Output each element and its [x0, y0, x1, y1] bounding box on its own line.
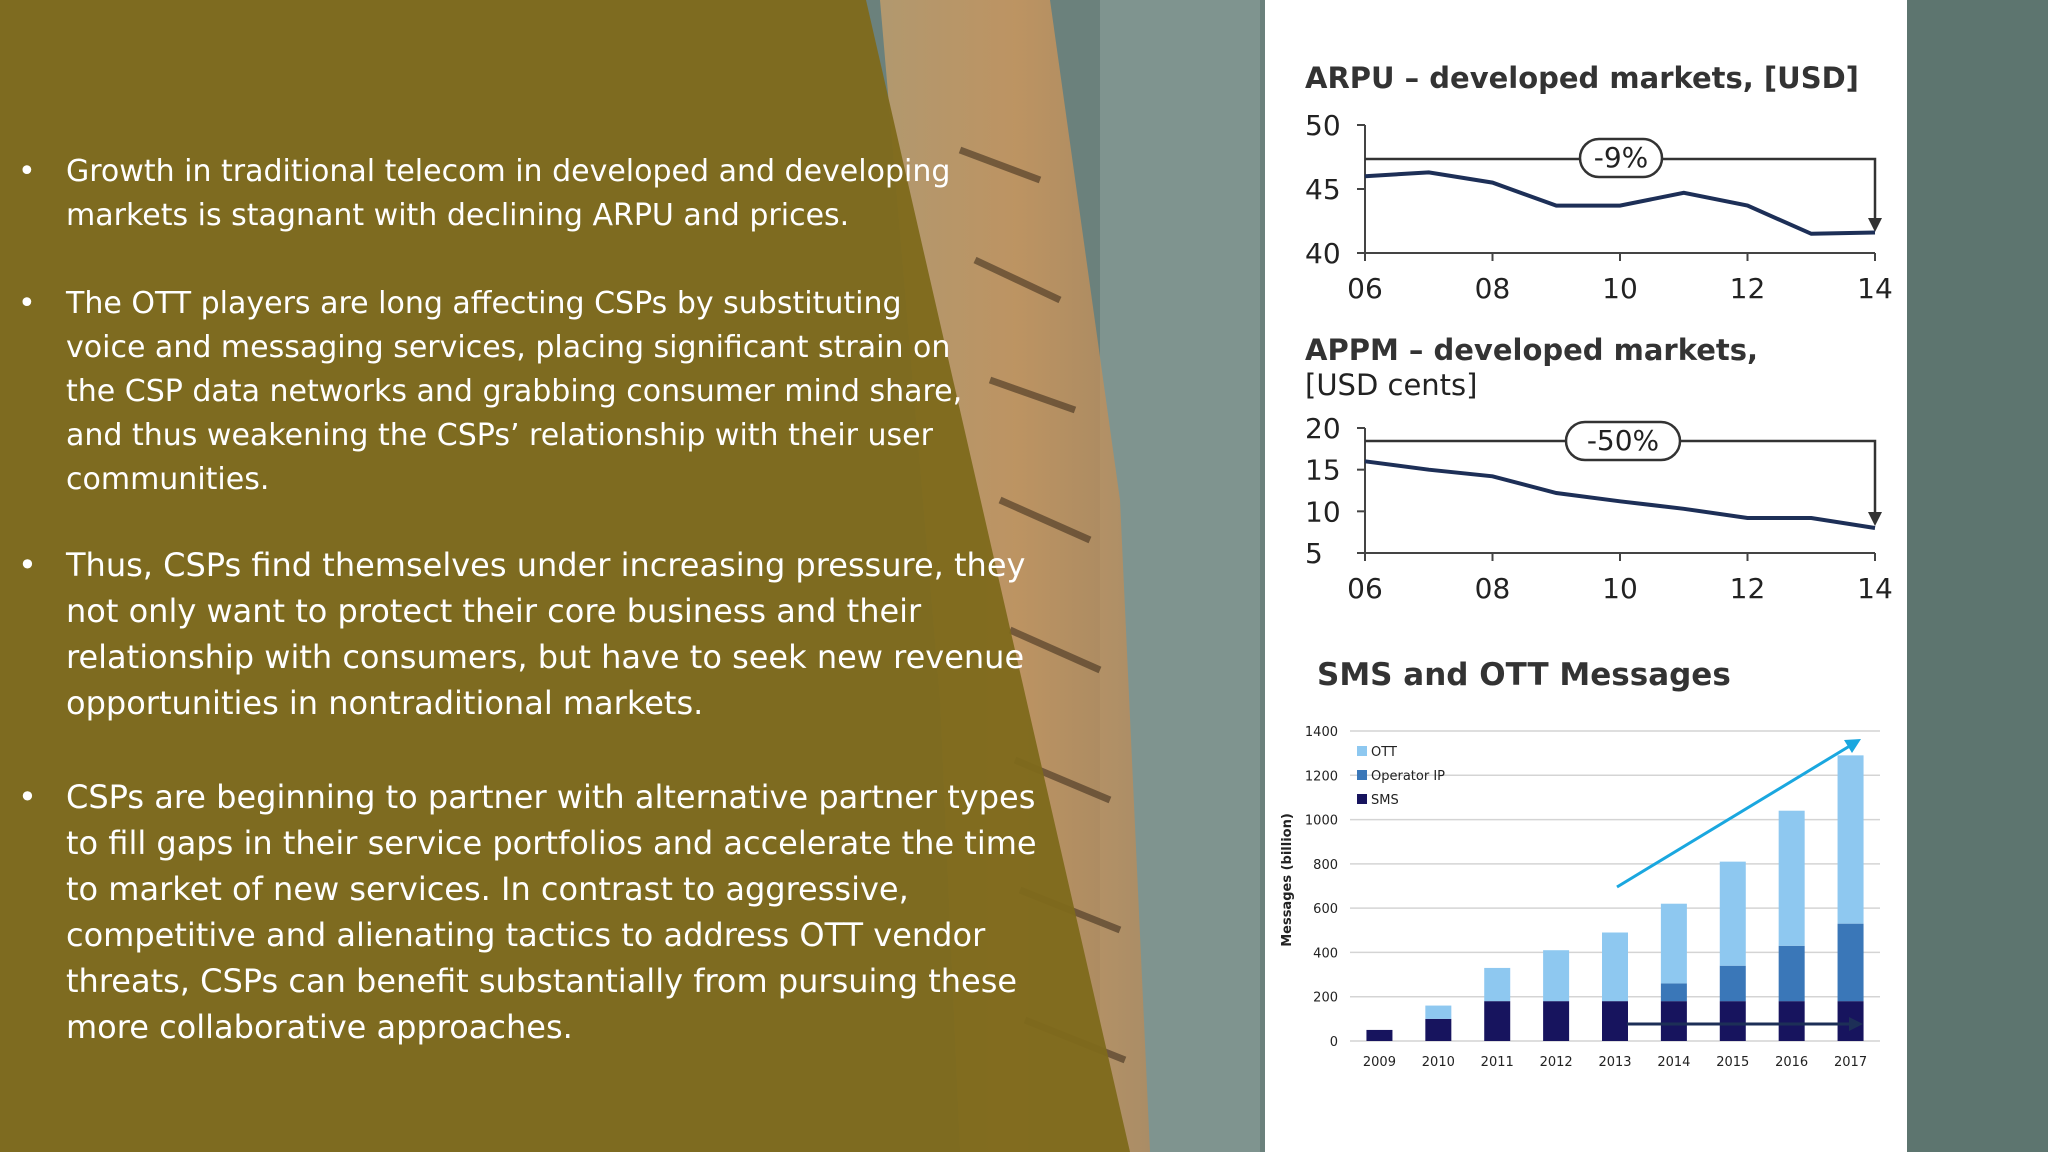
- legend-swatch: [1357, 794, 1367, 804]
- x-tick-label: 2016: [1775, 1055, 1808, 1070]
- flat-sms-arrowhead: [1849, 1017, 1863, 1031]
- messages-chart: SMS and OTT Messages Messages (billion) …: [1280, 657, 1880, 1070]
- arpu-annotation: -9%: [1594, 141, 1649, 174]
- appm-title-line1: APPM – developed markets,: [1305, 333, 1758, 367]
- bar-sms: [1602, 1001, 1628, 1041]
- x-tick-label: 2015: [1716, 1055, 1749, 1070]
- y-tick-label: 800: [1313, 858, 1338, 873]
- appm-arrowhead: [1868, 512, 1882, 526]
- y-tick-label: 1400: [1305, 725, 1338, 740]
- messages-title: SMS and OTT Messages: [1317, 657, 1731, 693]
- y-tick-label: 15: [1305, 454, 1341, 487]
- arpu-series-line: [1364, 170, 1876, 236]
- x-tick-label: 2014: [1657, 1055, 1690, 1070]
- x-tick-label: 14: [1857, 572, 1893, 605]
- appm-title-line2: [USD cents]: [1305, 368, 1477, 402]
- x-tick-label: 08: [1475, 272, 1511, 305]
- legend-swatch: [1357, 746, 1367, 756]
- appm-chart: APPM – developed markets, [USD cents] 20…: [1305, 333, 1893, 605]
- charts-svg: ARPU – developed markets, [USD] 50454006…: [1280, 61, 1893, 1070]
- legend-label: SMS: [1371, 793, 1399, 808]
- x-tick-label: 10: [1602, 572, 1638, 605]
- appm-bracket: [1365, 439, 1877, 520]
- bar-sms: [1425, 1018, 1452, 1041]
- x-tick-label: 2012: [1540, 1055, 1573, 1070]
- x-tick-label: 2009: [1363, 1055, 1396, 1070]
- charts-panel: ARPU – developed markets, [USD] 50 45 40 06…: [1265, 0, 1907, 1152]
- x-tick-label: 06: [1347, 272, 1383, 305]
- x-tick-label: 08: [1475, 572, 1511, 605]
- bar-operator-ip: [1660, 983, 1687, 1002]
- messages-ylabel: Messages (billion): [1280, 813, 1295, 947]
- x-tick-label: 14: [1857, 272, 1893, 305]
- bar-sms: [1778, 1001, 1805, 1041]
- growth-arrow: [1616, 742, 1854, 889]
- arpu-change-badge: [1578, 137, 1664, 179]
- bullet-list: Growth in traditional telecom in develop…: [14, 150, 1037, 1050]
- y-tick-label: 45: [1305, 173, 1341, 206]
- bar-operator-ip: [1837, 923, 1864, 1002]
- bar-sms: [1366, 1029, 1393, 1041]
- x-tick-label: 10: [1602, 272, 1638, 305]
- y-tick-label: 400: [1313, 946, 1338, 961]
- appm-series-line: [1364, 459, 1876, 530]
- bullet-item: The OTT players are long affecting CSPs …: [14, 282, 986, 502]
- y-tick-label: 1200: [1305, 769, 1338, 784]
- y-tick-label: 5: [1305, 537, 1323, 570]
- bar-ott: [1484, 967, 1511, 1002]
- y-tick-label: 20: [1305, 412, 1341, 445]
- bar-ott: [1719, 861, 1746, 966]
- x-tick-label: 12: [1730, 272, 1766, 305]
- bullet-item: Growth in traditional telecom in develop…: [14, 150, 956, 238]
- legend-swatch: [1357, 770, 1367, 780]
- x-tick-label: 2017: [1834, 1055, 1867, 1070]
- y-tick-label: 0: [1330, 1035, 1338, 1050]
- appm-change-badge: [1564, 420, 1682, 462]
- x-tick-label: 2010: [1422, 1055, 1455, 1070]
- bar-sms: [1660, 1001, 1687, 1041]
- arpu-chart: ARPU – developed markets, [USD] 50 45 4006…: [1305, 61, 1893, 305]
- bar-ott: [1837, 755, 1864, 924]
- bar-ott: [1543, 950, 1570, 1002]
- x-tick-label: 2011: [1481, 1055, 1514, 1070]
- bar-ott: [1425, 1005, 1452, 1019]
- legend-label: OTT: [1371, 745, 1397, 760]
- bar-operator-ip: [1778, 945, 1805, 1002]
- y-tick-label: 200: [1313, 991, 1338, 1006]
- bar-sms: [1484, 1001, 1511, 1041]
- bar-ott: [1660, 903, 1687, 984]
- legend-label: Operator IP: [1371, 769, 1445, 784]
- appm-annotation: -50%: [1587, 424, 1659, 457]
- bar-sms: [1543, 1001, 1570, 1041]
- bullet-item: CSPs are beginning to partner with alter…: [14, 774, 1056, 1050]
- bar-ott: [1602, 932, 1628, 1002]
- growth-arrowhead: [1844, 739, 1861, 753]
- arpu-arrowhead: [1868, 218, 1882, 232]
- y-tick-label: 600: [1313, 902, 1338, 917]
- x-tick-label: 12: [1730, 572, 1766, 605]
- y-tick-label: 1000: [1305, 814, 1338, 829]
- y-tick-label: 40: [1305, 237, 1341, 270]
- arpu-title: ARPU – developed markets, [USD]: [1305, 61, 1859, 95]
- bar-operator-ip: [1719, 965, 1746, 1002]
- y-tick-label: 10: [1305, 495, 1341, 528]
- x-tick-label: 2013: [1598, 1055, 1631, 1070]
- x-tick-label: 06: [1347, 572, 1383, 605]
- bullet-item: Thus, CSPs find themselves under increas…: [14, 542, 1056, 726]
- y-tick-label: 50: [1305, 109, 1341, 142]
- arpu-bracket: [1365, 157, 1877, 227]
- bar-ott: [1778, 810, 1805, 946]
- bar-sms: [1719, 1001, 1746, 1041]
